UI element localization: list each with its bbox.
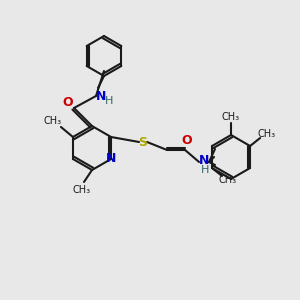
Text: H: H [201,165,209,175]
Text: N: N [96,89,106,103]
Text: N: N [199,154,209,166]
Text: CH₃: CH₃ [73,185,91,195]
Text: O: O [63,97,73,110]
Text: S: S [139,136,148,148]
Text: CH₃: CH₃ [44,116,62,126]
Text: H: H [105,96,113,106]
Text: CH₃: CH₃ [222,112,240,122]
Text: CH₃: CH₃ [257,129,275,139]
Text: N: N [106,152,116,166]
Text: O: O [182,134,192,146]
Text: CH₃: CH₃ [219,175,237,185]
